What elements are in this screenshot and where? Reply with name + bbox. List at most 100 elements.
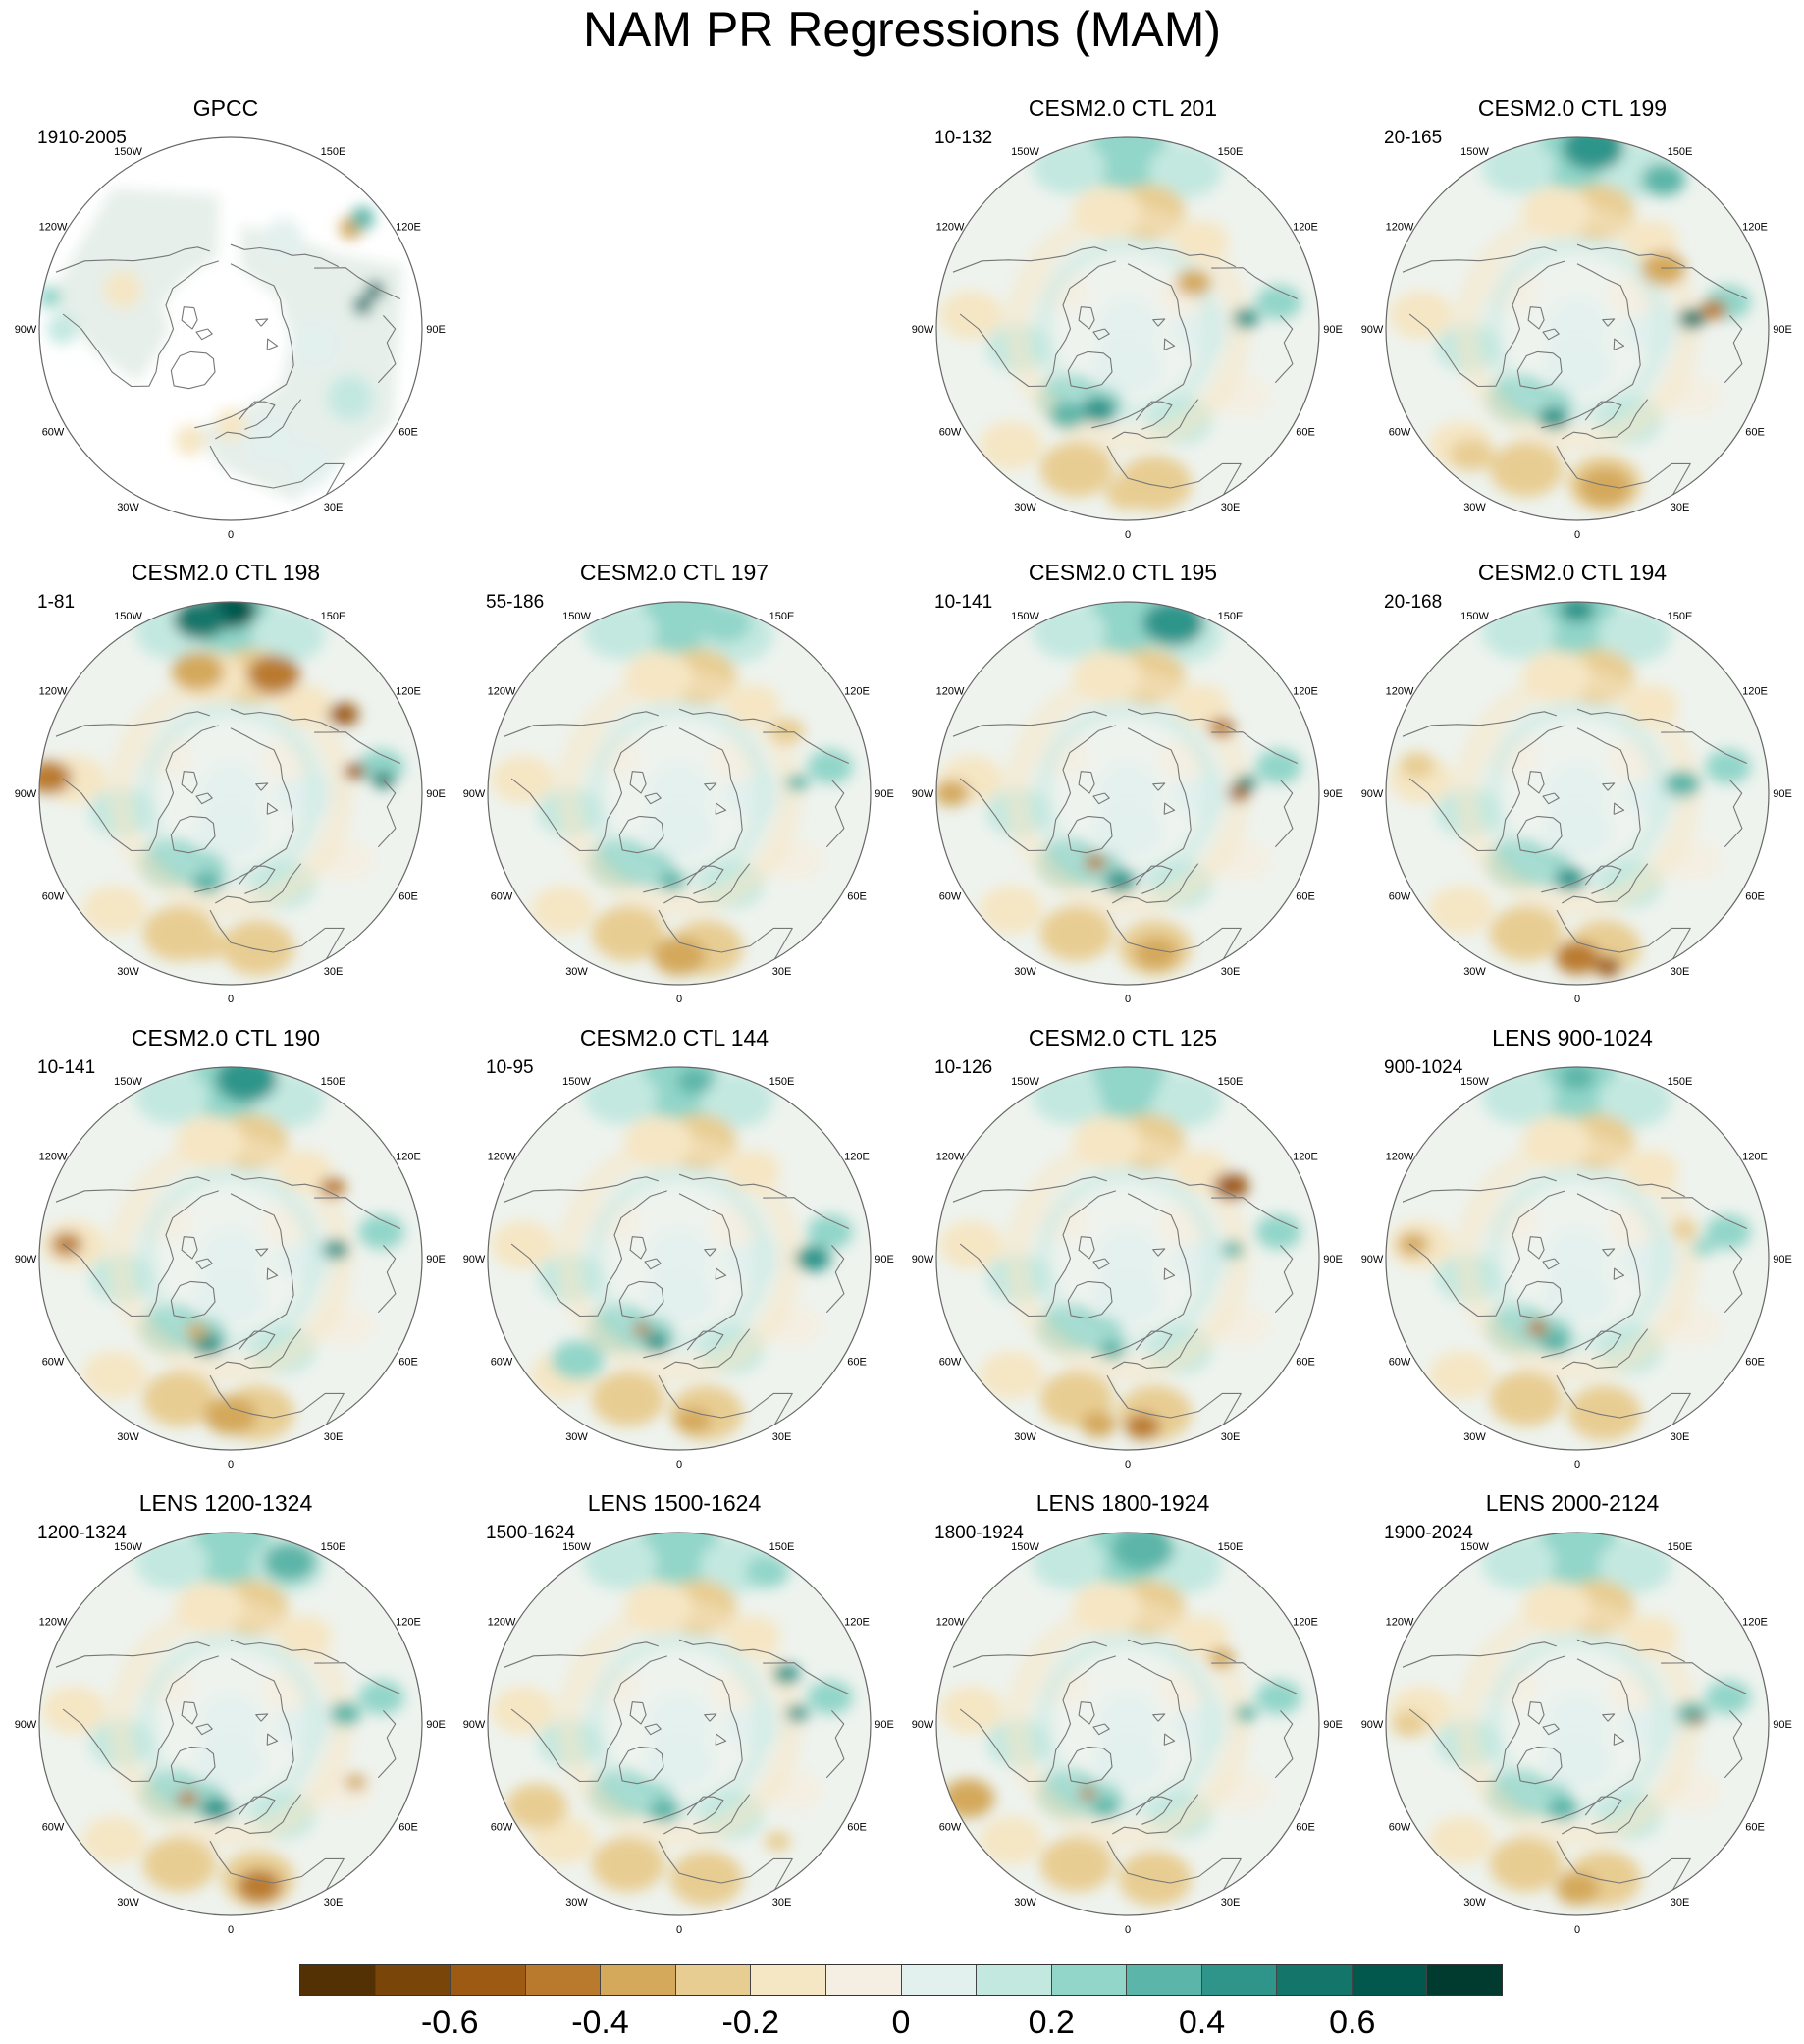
panel-period: 10-141 — [934, 592, 993, 613]
longitude-label: 30E — [772, 1431, 792, 1443]
colorbar-segment — [525, 1965, 602, 1995]
colorbar-segment — [451, 1965, 526, 1995]
longitude-label: 0 — [1574, 1924, 1580, 1936]
polar-map: 180150E120E90E60E30E030W60W90W120W150W — [463, 601, 894, 1005]
longitude-label: 60E — [398, 427, 418, 439]
map-panel: LENS 1500-16241500-1624180150E120E90E60E… — [449, 1488, 900, 1950]
panel-period: 20-165 — [1384, 128, 1443, 148]
longitude-label: 120E — [844, 1617, 870, 1629]
map-panel-grid: GPCC1910-2005180150E120E90E60E30E030W60W… — [0, 93, 1798, 1950]
panel-title: LENS 1800-1924 — [1035, 1490, 1210, 1516]
longitude-label: 0 — [1574, 1459, 1580, 1471]
polar-map: 180150E120E90E60E30E030W60W90W120W150W — [463, 1066, 894, 1471]
longitude-label: 30W — [565, 966, 588, 978]
longitude-label: 30W — [1463, 1431, 1486, 1443]
longitude-label: 150E — [1668, 1076, 1693, 1088]
longitude-label: 60E — [1296, 1822, 1315, 1834]
panel-period: 1900-2024 — [1384, 1523, 1473, 1543]
longitude-label: 120W — [936, 222, 965, 234]
panel-period: 1200-1324 — [37, 1523, 127, 1543]
longitude-label: 60E — [1745, 427, 1765, 439]
longitude-label: 30E — [1671, 1431, 1690, 1443]
longitude-label: 30E — [772, 966, 792, 978]
map-panel: LENS 1200-13241200-1324180150E120E90E60E… — [0, 1488, 451, 1950]
longitude-label: 60W — [491, 1822, 513, 1834]
colorbar-tick-label: -0.4 — [571, 2004, 629, 2041]
map-panel: CESM2.0 CTL 12510-126180150E120E90E60E30… — [897, 1023, 1349, 1484]
map-panel: CESM2.0 CTL 19920-165180150E120E90E60E30… — [1347, 93, 1798, 555]
longitude-label: 120W — [936, 1617, 965, 1629]
colorbar-tick-label: -0.6 — [420, 2004, 479, 2041]
longitude-label: 120W — [39, 222, 68, 234]
longitude-label: 150W — [562, 1541, 591, 1553]
longitude-label: 0 — [676, 994, 682, 1005]
longitude-label: 60W — [491, 891, 513, 903]
longitude-label: 90E — [875, 788, 894, 800]
polar-map: 180150E120E90E60E30E030W60W90W120W150W — [912, 136, 1343, 541]
longitude-label: 30E — [1221, 1897, 1241, 1909]
longitude-label: 120W — [488, 686, 516, 698]
longitude-label: 150E — [1218, 611, 1244, 622]
colorbar-segment — [1352, 1965, 1428, 1995]
longitude-label: 30W — [1463, 1897, 1486, 1909]
polar-map: 180150E120E90E60E30E030W60W90W120W150W — [1361, 1066, 1792, 1471]
longitude-label: 150E — [769, 611, 795, 622]
longitude-label: 60E — [1745, 1357, 1765, 1369]
longitude-label: 90E — [426, 788, 446, 800]
longitude-label: 0 — [228, 1459, 234, 1471]
longitude-label: 60W — [939, 1822, 962, 1834]
map-panel: LENS 2000-21241900-2024180150E120E90E60E… — [1347, 1488, 1798, 1950]
longitude-label: 30W — [117, 1897, 139, 1909]
panel-period: 1800-1924 — [934, 1523, 1024, 1543]
colorbar-segment — [300, 1965, 376, 1995]
longitude-label: 30W — [1014, 1431, 1036, 1443]
longitude-label: 0 — [676, 1924, 682, 1936]
longitude-label: 150E — [769, 1541, 795, 1553]
panel-title: CESM2.0 CTL 194 — [1477, 560, 1668, 585]
longitude-label: 150E — [1218, 1076, 1244, 1088]
panel-period: 20-168 — [1384, 592, 1443, 613]
map-panel: LENS 1800-19241800-1924180150E120E90E60E… — [897, 1488, 1349, 1950]
longitude-label: 60E — [1296, 1357, 1315, 1369]
longitude-label: 90W — [1361, 1719, 1384, 1731]
colorbar-segment — [977, 1965, 1052, 1995]
longitude-label: 150E — [1668, 611, 1693, 622]
longitude-label: 60W — [42, 427, 65, 439]
longitude-label: 150W — [114, 611, 142, 622]
longitude-label: 150W — [114, 146, 142, 158]
longitude-label: 60E — [1296, 891, 1315, 903]
longitude-label: 150W — [1011, 1541, 1039, 1553]
longitude-label: 120E — [844, 1152, 870, 1163]
polar-map: 180150E120E90E60E30E030W60W90W120W150W — [463, 1532, 894, 1936]
longitude-label: 150W — [1460, 146, 1489, 158]
longitude-label: 60E — [1745, 1822, 1765, 1834]
panel-period: 1500-1624 — [486, 1523, 575, 1543]
longitude-label: 150E — [321, 1076, 346, 1088]
polar-map: 180150E120E90E60E30E030W60W90W120W150W — [1361, 136, 1792, 541]
longitude-label: 150E — [321, 611, 346, 622]
polar-map: 180150E120E90E60E30E030W60W90W120W150W — [912, 1066, 1343, 1471]
longitude-label: 120E — [396, 686, 421, 698]
panel-title: LENS 2000-2124 — [1485, 1490, 1660, 1516]
polar-map: 180150E120E90E60E30E030W60W90W120W150W — [15, 1532, 446, 1936]
colorbar — [299, 1964, 1503, 1996]
map-panel: CESM2.0 CTL 19510-141180150E120E90E60E30… — [897, 558, 1349, 1019]
longitude-label: 120E — [396, 1152, 421, 1163]
panel-period: 1-81 — [37, 592, 76, 613]
longitude-label: 30E — [1671, 966, 1690, 978]
longitude-label: 150W — [1011, 146, 1039, 158]
longitude-label: 120E — [396, 222, 421, 234]
panel-title: GPCC — [192, 95, 259, 121]
polar-map: 180150E120E90E60E30E030W60W90W120W150W — [1361, 1532, 1792, 1936]
polar-map: 180150E120E90E60E30E030W60W90W120W150W — [15, 601, 446, 1005]
colorbar-segment — [1201, 1965, 1278, 1995]
longitude-label: 120W — [488, 1617, 516, 1629]
longitude-label: 150W — [114, 1541, 142, 1553]
longitude-label: 60W — [42, 1822, 65, 1834]
longitude-label: 60E — [398, 1357, 418, 1369]
longitude-label: 120E — [1742, 686, 1768, 698]
longitude-label: 60E — [847, 1822, 867, 1834]
longitude-label: 120W — [488, 1152, 516, 1163]
longitude-label: 90E — [1773, 788, 1792, 800]
polar-map: 180150E120E90E60E30E030W60W90W120W150W — [912, 1532, 1343, 1936]
